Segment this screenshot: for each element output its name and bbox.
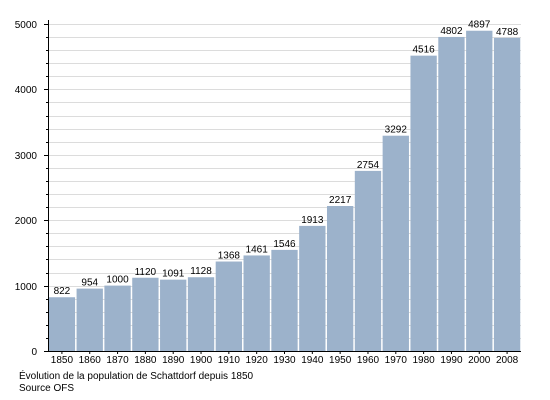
bar-1980 — [410, 55, 437, 352]
data-labels: 822 954 1000 1120 1091 1128 1368 1461 1546 1913 22… — [54, 20, 519, 298]
axes: 0 1000 2000 3000 4000 5000 1850 1860 1870 1880 189… — [15, 20, 521, 366]
x-tick-label-1980: 1980 — [412, 355, 435, 366]
x-tick-label-1990: 1990 — [440, 355, 463, 366]
bars — [48, 30, 521, 352]
x-tick-label-1920: 1920 — [246, 355, 269, 366]
data-label-2000: 4897 — [468, 20, 491, 31]
bar-1890 — [160, 279, 187, 351]
data-label-1980: 4516 — [412, 45, 435, 56]
bar-1990 — [438, 36, 465, 352]
x-tick-label-1910: 1910 — [218, 355, 241, 366]
y-tick-label-5000: 5000 — [15, 20, 38, 31]
bar-1850 — [48, 297, 76, 351]
bar-1910 — [215, 261, 243, 351]
bar-1880 — [132, 277, 159, 351]
bar-1920 — [243, 255, 270, 351]
data-label-1880: 1120 — [135, 267, 157, 278]
x-tick-label-1850: 1850 — [51, 355, 74, 366]
y-tick-label-2000: 2000 — [15, 216, 38, 227]
data-label-1990: 4802 — [440, 26, 463, 37]
y-tick-label-3000: 3000 — [15, 151, 38, 162]
bar-2008 — [493, 37, 521, 351]
caption-line-1: Évolution de la population de Schattdorf… — [19, 371, 254, 382]
data-label-1970: 3292 — [385, 125, 408, 136]
data-label-1920: 1461 — [246, 244, 269, 255]
data-label-1940: 1913 — [301, 215, 324, 226]
bar-1950 — [326, 206, 354, 351]
bar-1970 — [382, 135, 409, 351]
x-tick-label-1900: 1900 — [190, 355, 213, 366]
y-tick-label-0: 0 — [31, 347, 37, 358]
data-label-1870: 1000 — [106, 275, 129, 286]
x-tick-label-1960: 1960 — [357, 355, 380, 366]
data-label-1860: 954 — [81, 278, 98, 289]
x-tick-label-1940: 1940 — [301, 355, 324, 366]
y-tick-label-1000: 1000 — [15, 282, 38, 293]
data-label-1930: 1546 — [273, 239, 296, 250]
x-tick-label-2008: 2008 — [496, 355, 519, 366]
x-tick-label-1870: 1870 — [106, 355, 129, 366]
data-label-1850: 822 — [54, 286, 71, 297]
data-label-1910: 1368 — [218, 251, 241, 262]
data-label-2008: 4788 — [496, 27, 519, 38]
y-tick-label-4000: 4000 — [15, 85, 38, 96]
x-tick-label-1970: 1970 — [385, 355, 408, 366]
data-label-1960: 2754 — [357, 160, 380, 171]
data-label-1900: 1128 — [190, 266, 212, 277]
bar-1960 — [354, 170, 382, 351]
bar-1940 — [299, 225, 326, 351]
x-tick-label-1930: 1930 — [273, 355, 296, 366]
data-label-1890: 1091 — [162, 269, 185, 280]
caption-line-2: Source OFS — [19, 383, 75, 394]
x-tick-label-1880: 1880 — [134, 355, 157, 366]
bar-1900 — [187, 277, 215, 351]
x-tick-label-1860: 1860 — [79, 355, 102, 366]
x-tick-label-1950: 1950 — [329, 355, 352, 366]
bar-1860 — [76, 288, 103, 351]
data-label-1950: 2217 — [329, 195, 352, 206]
bar-2000 — [466, 30, 493, 351]
bar-1930 — [271, 249, 298, 351]
x-tick-label-2000: 2000 — [468, 355, 491, 366]
bar-1870 — [104, 285, 131, 351]
x-tick-label-1890: 1890 — [162, 355, 185, 366]
